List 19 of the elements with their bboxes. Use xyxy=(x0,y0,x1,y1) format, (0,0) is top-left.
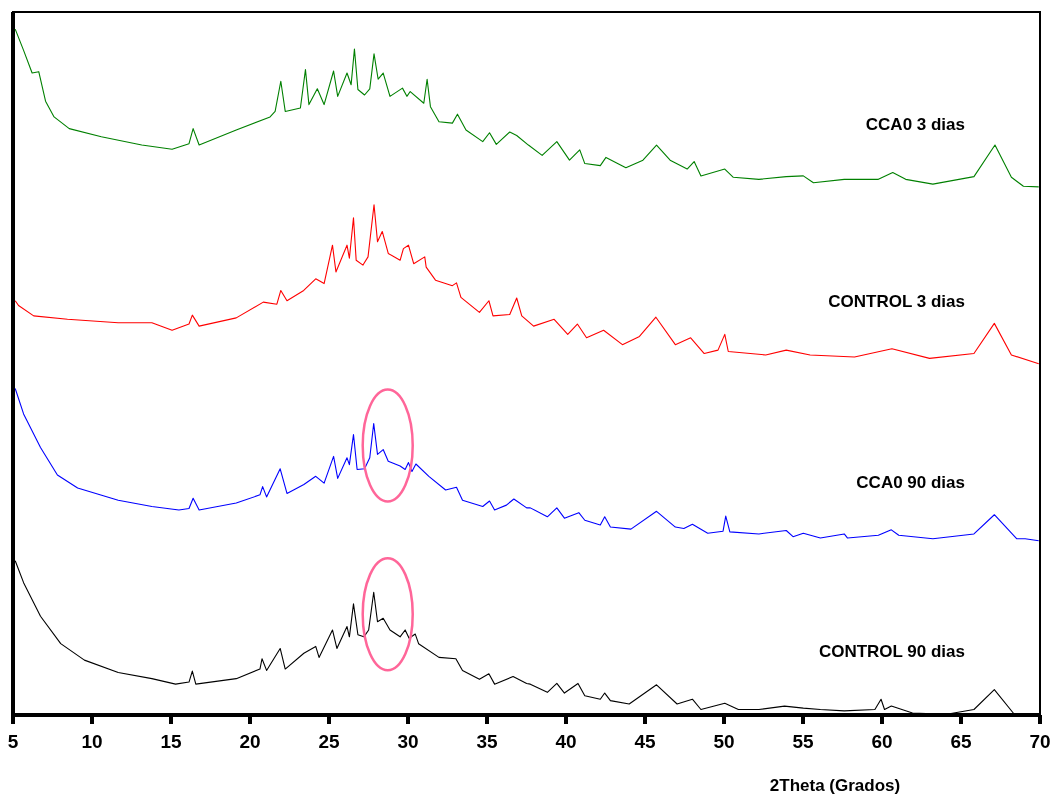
series-label: CCA0 3 dias xyxy=(865,115,965,135)
text: CONTROL 90 dias xyxy=(818,642,965,662)
x-tick-label: 45 xyxy=(634,731,656,752)
x-tick-label: 25 xyxy=(318,731,340,752)
x-tick-label: 50 xyxy=(713,731,735,752)
x-tick-label: 70 xyxy=(1029,731,1051,752)
x-tick-label: 5 xyxy=(7,731,19,752)
x-tick-label: 60 xyxy=(871,731,893,752)
x-tick-label: 10 xyxy=(81,731,103,752)
x-tick-label: 30 xyxy=(397,731,419,752)
x-tick-label: 55 xyxy=(792,731,814,752)
text: CCA0 90 dias xyxy=(856,472,965,492)
x-tick-label: 15 xyxy=(160,731,182,752)
x-tick-label: 35 xyxy=(476,731,498,752)
x-axis-title: 2Theta (Grados) xyxy=(769,776,901,795)
x-tick-label: 20 xyxy=(239,731,261,752)
x-tick-label: 40 xyxy=(555,731,577,752)
x-tick-label: 65 xyxy=(950,731,972,752)
series-label: CONTROL 3 dias xyxy=(828,291,965,311)
